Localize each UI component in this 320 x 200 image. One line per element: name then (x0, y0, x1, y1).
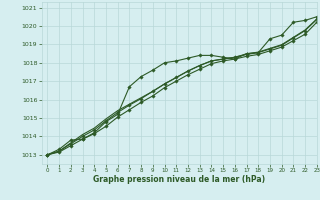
X-axis label: Graphe pression niveau de la mer (hPa): Graphe pression niveau de la mer (hPa) (93, 175, 265, 184)
